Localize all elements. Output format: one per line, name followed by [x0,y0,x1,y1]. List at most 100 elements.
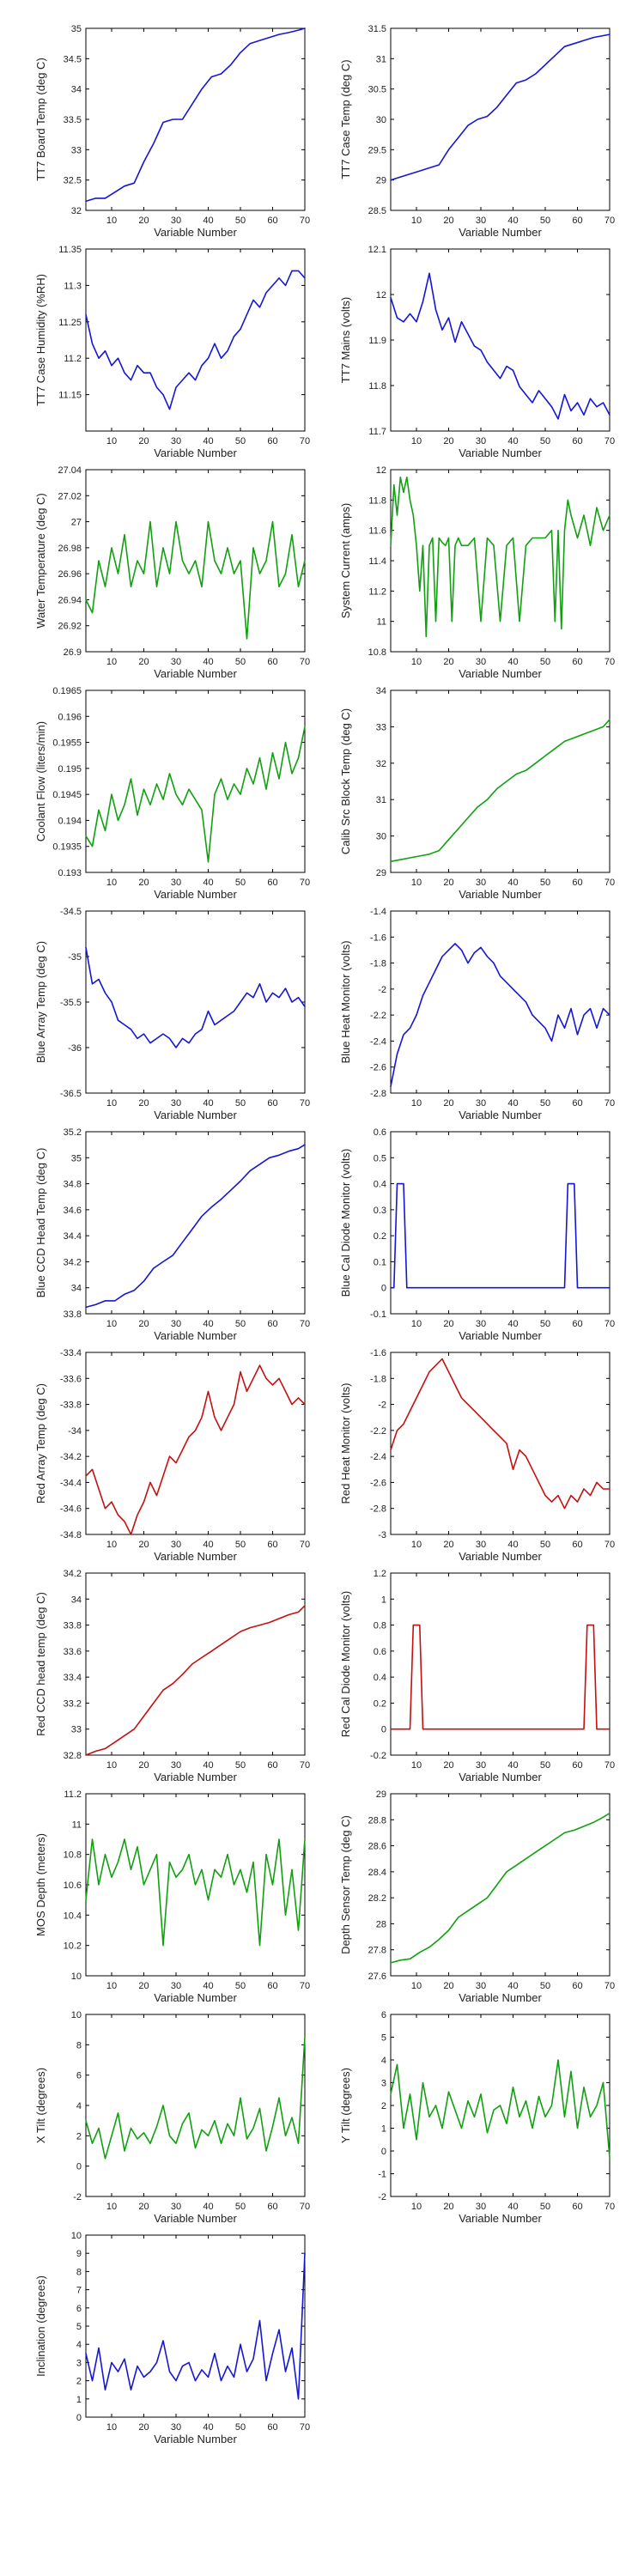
series-line [390,1182,611,1289]
series-line [390,719,611,863]
y-tick-label: 5 [381,2033,386,2044]
y-tick-label: 4 [76,2340,82,2350]
x-tick-label: 20 [138,1540,149,1550]
x-tick-label: 40 [507,1540,518,1550]
series-line [85,2252,306,2400]
x-tick-label: 50 [540,436,550,447]
y-tick-label: 0.2 [374,1231,386,1242]
x-tick-label: 70 [300,216,310,226]
x-tick-label: 30 [476,216,486,226]
y-tick-label: -2.8 [370,1504,386,1515]
y-tick-label: -35 [68,952,82,963]
x-tick-label: 40 [507,2202,518,2212]
plot-frame [390,1572,611,1756]
y-tick-label: 26.92 [58,622,82,632]
y-tick-label: 10.6 [64,1880,82,1891]
plot-frame [390,1352,611,1535]
y-tick-label: 34 [376,686,386,696]
y-axis-label: TT7 Board Temp (deg C) [34,58,47,181]
x-axis-label: Variable Number [154,1329,237,1342]
y-tick-label: -1.6 [370,1348,386,1358]
x-tick-label: 50 [235,1540,246,1550]
y-tick-label: 1 [381,1595,386,1605]
x-tick-label: 20 [443,1098,453,1109]
y-tick-label: -2.6 [370,1478,386,1488]
x-tick-label: 10 [106,1540,117,1550]
y-tick-label: 33.4 [64,1673,82,1683]
x-tick-label: 60 [267,657,277,667]
x-tick-label: 10 [106,436,117,447]
subplot-12: -0.1 0 0.1 0.2 0.3 0.4 0.5 0.6 10 20 30 40 50 60 70 Var… [339,1127,615,1342]
series-line [390,272,611,420]
x-tick-label: 20 [443,657,453,667]
y-tick-label: 28.8 [368,1815,386,1826]
subplot-11: 33.8 34 34.2 34.4 34.6 34.8 35 35.2 10 20 30 40 50 60… [34,1127,310,1342]
x-tick-label: 50 [540,1760,550,1771]
series-line [390,476,611,638]
subplot-8: 29 30 31 32 33 34 10 20 30 40 50 60 70 Variable Numbe… [339,686,615,901]
x-tick-label: 60 [572,216,582,226]
y-tick-label: 28 [376,1919,386,1929]
y-tick-label: 34.5 [64,54,82,64]
x-tick-label: 40 [203,1760,213,1771]
y-tick-label: -1.8 [370,959,386,969]
x-tick-label: 70 [605,878,615,888]
y-tick-label: 0 [381,2147,386,2157]
y-tick-label: 10 [71,1971,82,1982]
x-tick-label: 70 [605,1760,615,1771]
y-tick-label: 0 [76,2162,82,2172]
y-tick-label: 34.8 [64,1180,82,1190]
x-tick-label: 40 [203,436,213,447]
subplot-5: 26.9 26.92 26.94 26.96 26.98 27 27.02 27.04 10 20… [34,465,310,680]
y-tick-label: -34 [68,1426,82,1437]
x-tick-label: 30 [476,2202,486,2212]
y-tick-label: 4 [381,2056,386,2066]
series-line [390,1358,611,1510]
x-tick-label: 70 [300,2202,310,2212]
x-tick-label: 40 [203,1540,213,1550]
x-tick-label: 50 [540,657,550,667]
plot-frame [85,27,306,211]
x-tick-label: 70 [300,878,310,888]
x-tick-label: 50 [540,1319,550,1329]
series-line [85,946,306,1048]
y-tick-label: -2.2 [370,1011,386,1021]
x-axis-label: Variable Number [459,2212,542,2225]
x-axis-label: Variable Number [459,1550,542,1563]
x-tick-label: 70 [605,1540,615,1550]
y-tick-label: -1.8 [370,1374,386,1384]
x-tick-label: 10 [106,1981,117,1991]
x-axis-label: Variable Number [154,447,237,459]
subplot-16: -0.2 0 0.2 0.4 0.6 0.8 1 1.2 10 20 30 40 50 60 70 Varia… [339,1569,615,1783]
x-tick-label: 60 [267,878,277,888]
series-line [390,1624,611,1730]
y-tick-label: 10.8 [368,647,386,658]
x-tick-label: 60 [572,2202,582,2212]
x-tick-label: 60 [267,436,277,447]
y-tick-label: -34.4 [60,1478,82,1488]
x-axis-label: Variable Number [154,2433,237,2445]
y-tick-label: -1.6 [370,933,386,943]
x-tick-label: 10 [411,1319,422,1329]
x-tick-label: 50 [540,1098,550,1109]
x-tick-label: 50 [540,1540,550,1550]
y-tick-label: -35.5 [60,998,82,1008]
x-tick-label: 50 [235,2422,246,2433]
y-tick-label: 30 [376,115,386,125]
y-tick-label: 29.5 [368,145,386,155]
plot-frame [390,27,611,211]
series-line [85,2036,306,2160]
x-axis-label: Variable Number [154,2212,237,2225]
subplot-18: 27.6 27.8 28 28.2 28.4 28.6 28.8 29 10 20 30 40 50 60… [339,1789,615,2004]
y-axis-label: Red CCD head temp (deg C) [34,1592,47,1736]
y-axis-label: TT7 Case Temp (deg C) [339,59,352,179]
x-tick-label: 50 [235,2202,246,2212]
x-tick-label: 20 [138,1981,149,1991]
y-axis-label: System Current (amps) [339,503,352,618]
x-tick-label: 20 [138,436,149,447]
y-tick-label: 0.1935 [52,842,82,853]
subplot-3: 11.15 11.2 11.25 11.3 11.35 10 20 30 40 50 60 70 Var… [34,245,310,459]
x-tick-label: 10 [411,1760,422,1771]
subplot-6: 10.8 11 11.2 11.4 11.6 11.8 12 10 20 30 40 50 60 70 Va… [339,465,615,680]
subplot-10: -2.8 -2.6 -2.4 -2.2 -2 -1.8 -1.6 -1.4 10 20 30 40 50… [339,907,615,1121]
